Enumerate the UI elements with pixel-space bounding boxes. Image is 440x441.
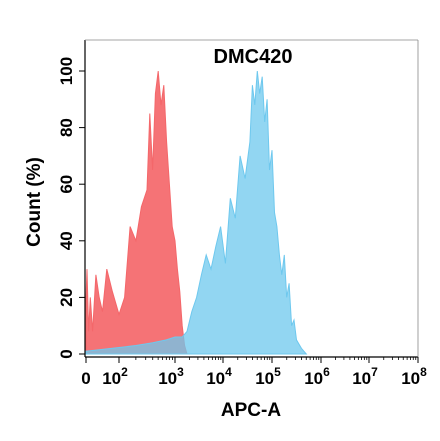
- x-tick-label: 106: [304, 365, 330, 388]
- x-tick-label: 108: [401, 365, 427, 388]
- series-1-area: [85, 70, 188, 355]
- x-tick-label: 105: [255, 365, 281, 388]
- axes: [84, 39, 419, 358]
- y-tick-label: 20: [57, 288, 76, 307]
- series-2-area: [85, 70, 308, 355]
- y-tick-label: 60: [57, 175, 76, 194]
- y-tick-label: 80: [57, 118, 76, 137]
- x-tick-label: 0: [81, 369, 90, 388]
- y-axis-label: Count (%): [24, 157, 45, 247]
- x-tick-label: 104: [206, 365, 232, 388]
- plot-area: [85, 70, 308, 355]
- y-tick-label: 100: [57, 57, 76, 85]
- chart-title: DMC420: [214, 46, 293, 68]
- y-axis-ticks: 0 20 40 60 80 100: [57, 57, 85, 359]
- x-axis-ticks: 0 102 103 104 105 106 107 108: [81, 357, 427, 388]
- y-tick-label: 0: [57, 349, 76, 358]
- x-tick-label: 102: [102, 365, 128, 388]
- x-tick-label: 103: [158, 365, 184, 388]
- x-tick-label: 107: [352, 365, 378, 388]
- y-tick-label: 40: [57, 231, 76, 250]
- x-axis-label: APC-A: [221, 400, 281, 421]
